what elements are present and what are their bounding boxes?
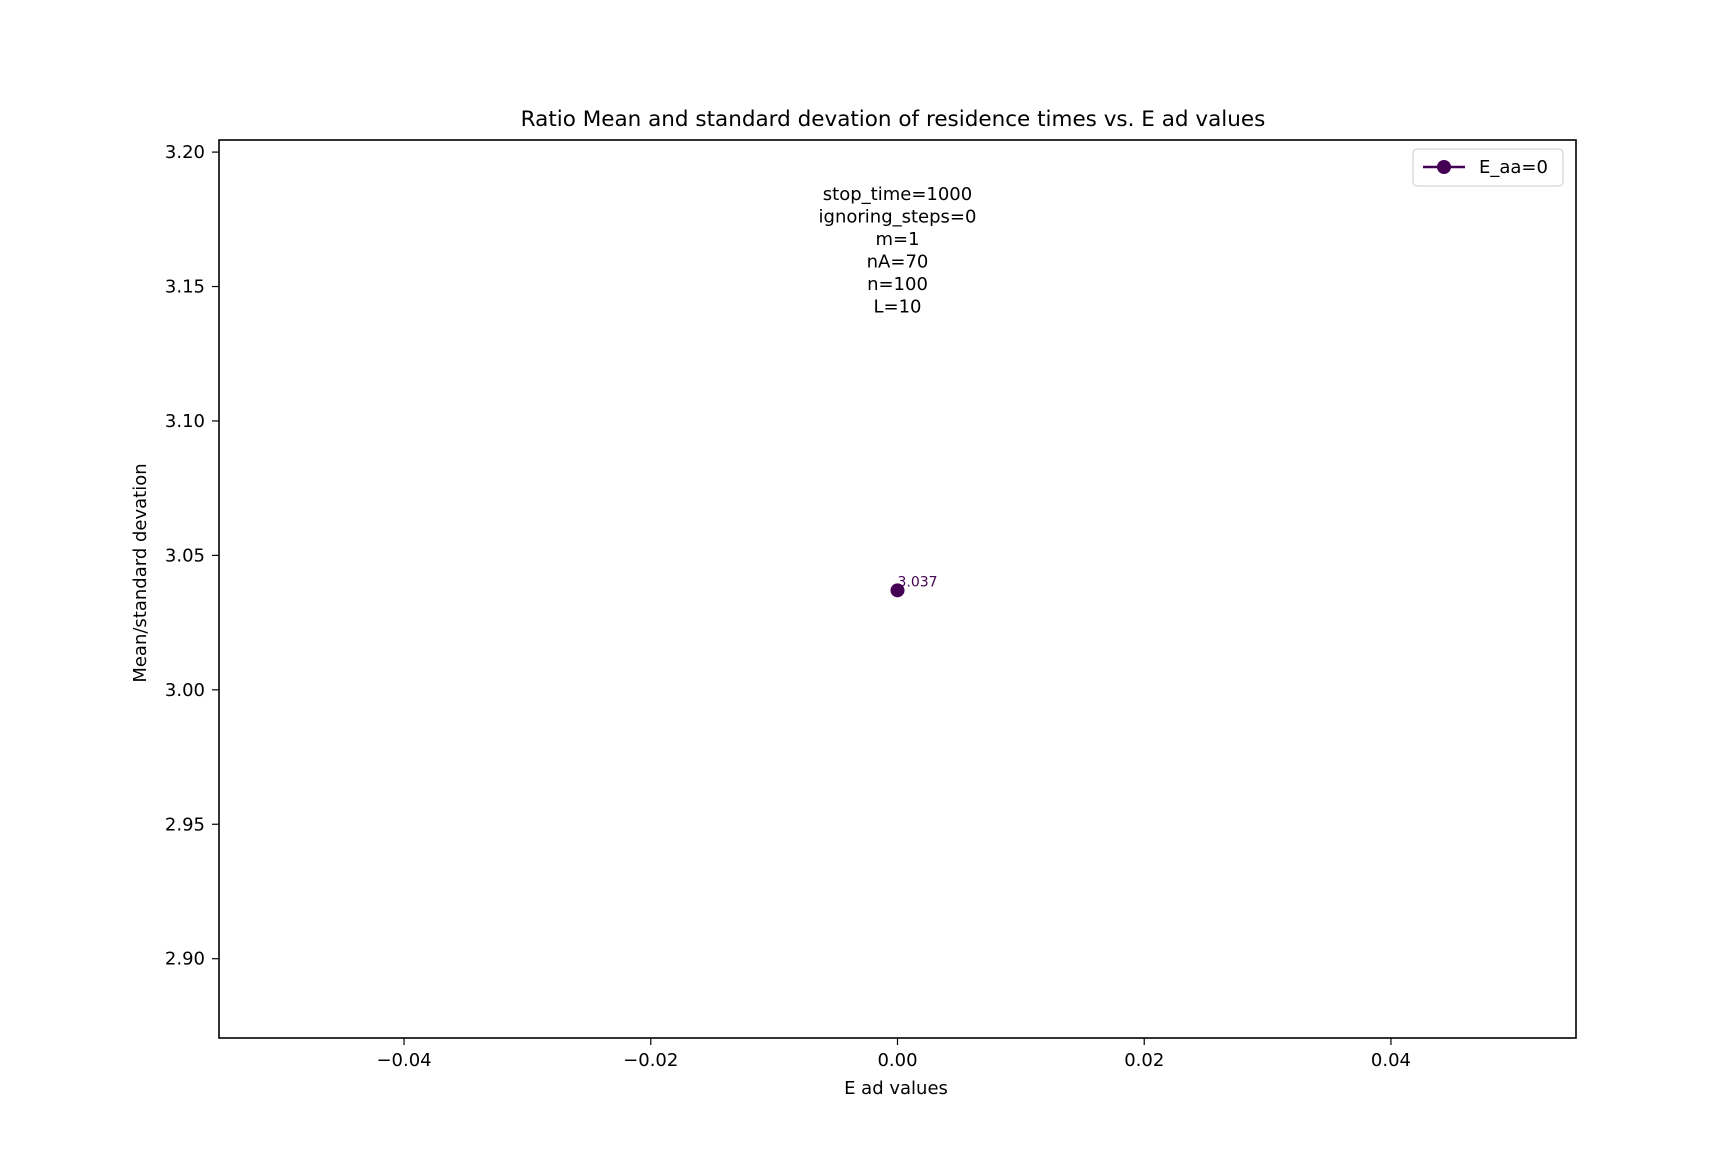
data-point-label: 3.037 — [898, 574, 938, 590]
x-tick-label: −0.02 — [623, 1050, 678, 1071]
annotation-line: m=1 — [875, 229, 919, 250]
legend: E_aa=0 — [1412, 148, 1564, 187]
parameter-annotation: stop_time=1000ignoring_steps=0m=1nA=70n=… — [819, 184, 977, 318]
annotation-line: ignoring_steps=0 — [819, 207, 977, 228]
legend-entry-label: E_aa=0 — [1479, 157, 1548, 178]
legend-marker — [1437, 160, 1451, 174]
x-tick-label: 0.04 — [1371, 1050, 1411, 1071]
x-tick-label: −0.04 — [376, 1050, 431, 1071]
y-tick-label: 3.10 — [165, 411, 205, 432]
x-axis: −0.04 −0.02 0.00 0.02 0.04 — [376, 1038, 1411, 1071]
y-tick-label: 2.95 — [165, 814, 205, 835]
x-axis-title: E ad values — [844, 1078, 948, 1099]
annotation-line: n=100 — [867, 274, 928, 295]
y-tick-label: 3.20 — [165, 142, 205, 163]
y-tick-label: 3.05 — [165, 545, 205, 566]
x-tick-label: 0.02 — [1124, 1050, 1164, 1071]
y-axis-title: Mean/standard devation — [130, 463, 151, 682]
annotation-line: stop_time=1000 — [823, 184, 972, 205]
series-layer: 3.037 — [890, 574, 938, 598]
legend-box — [1412, 148, 1564, 187]
y-axis: 2.90 2.95 3.00 3.05 3.10 3.15 3.20 — [165, 142, 219, 970]
y-tick-label: 2.90 — [165, 949, 205, 970]
y-tick-label: 3.00 — [165, 680, 205, 701]
data-point — [890, 583, 905, 598]
annotation-line: nA=70 — [867, 252, 929, 273]
chart-title: Ratio Mean and standard devation of resi… — [521, 107, 1266, 132]
y-tick-label: 3.15 — [165, 277, 205, 298]
x-tick-label: 0.00 — [877, 1050, 917, 1071]
annotation-line: L=10 — [873, 297, 921, 318]
